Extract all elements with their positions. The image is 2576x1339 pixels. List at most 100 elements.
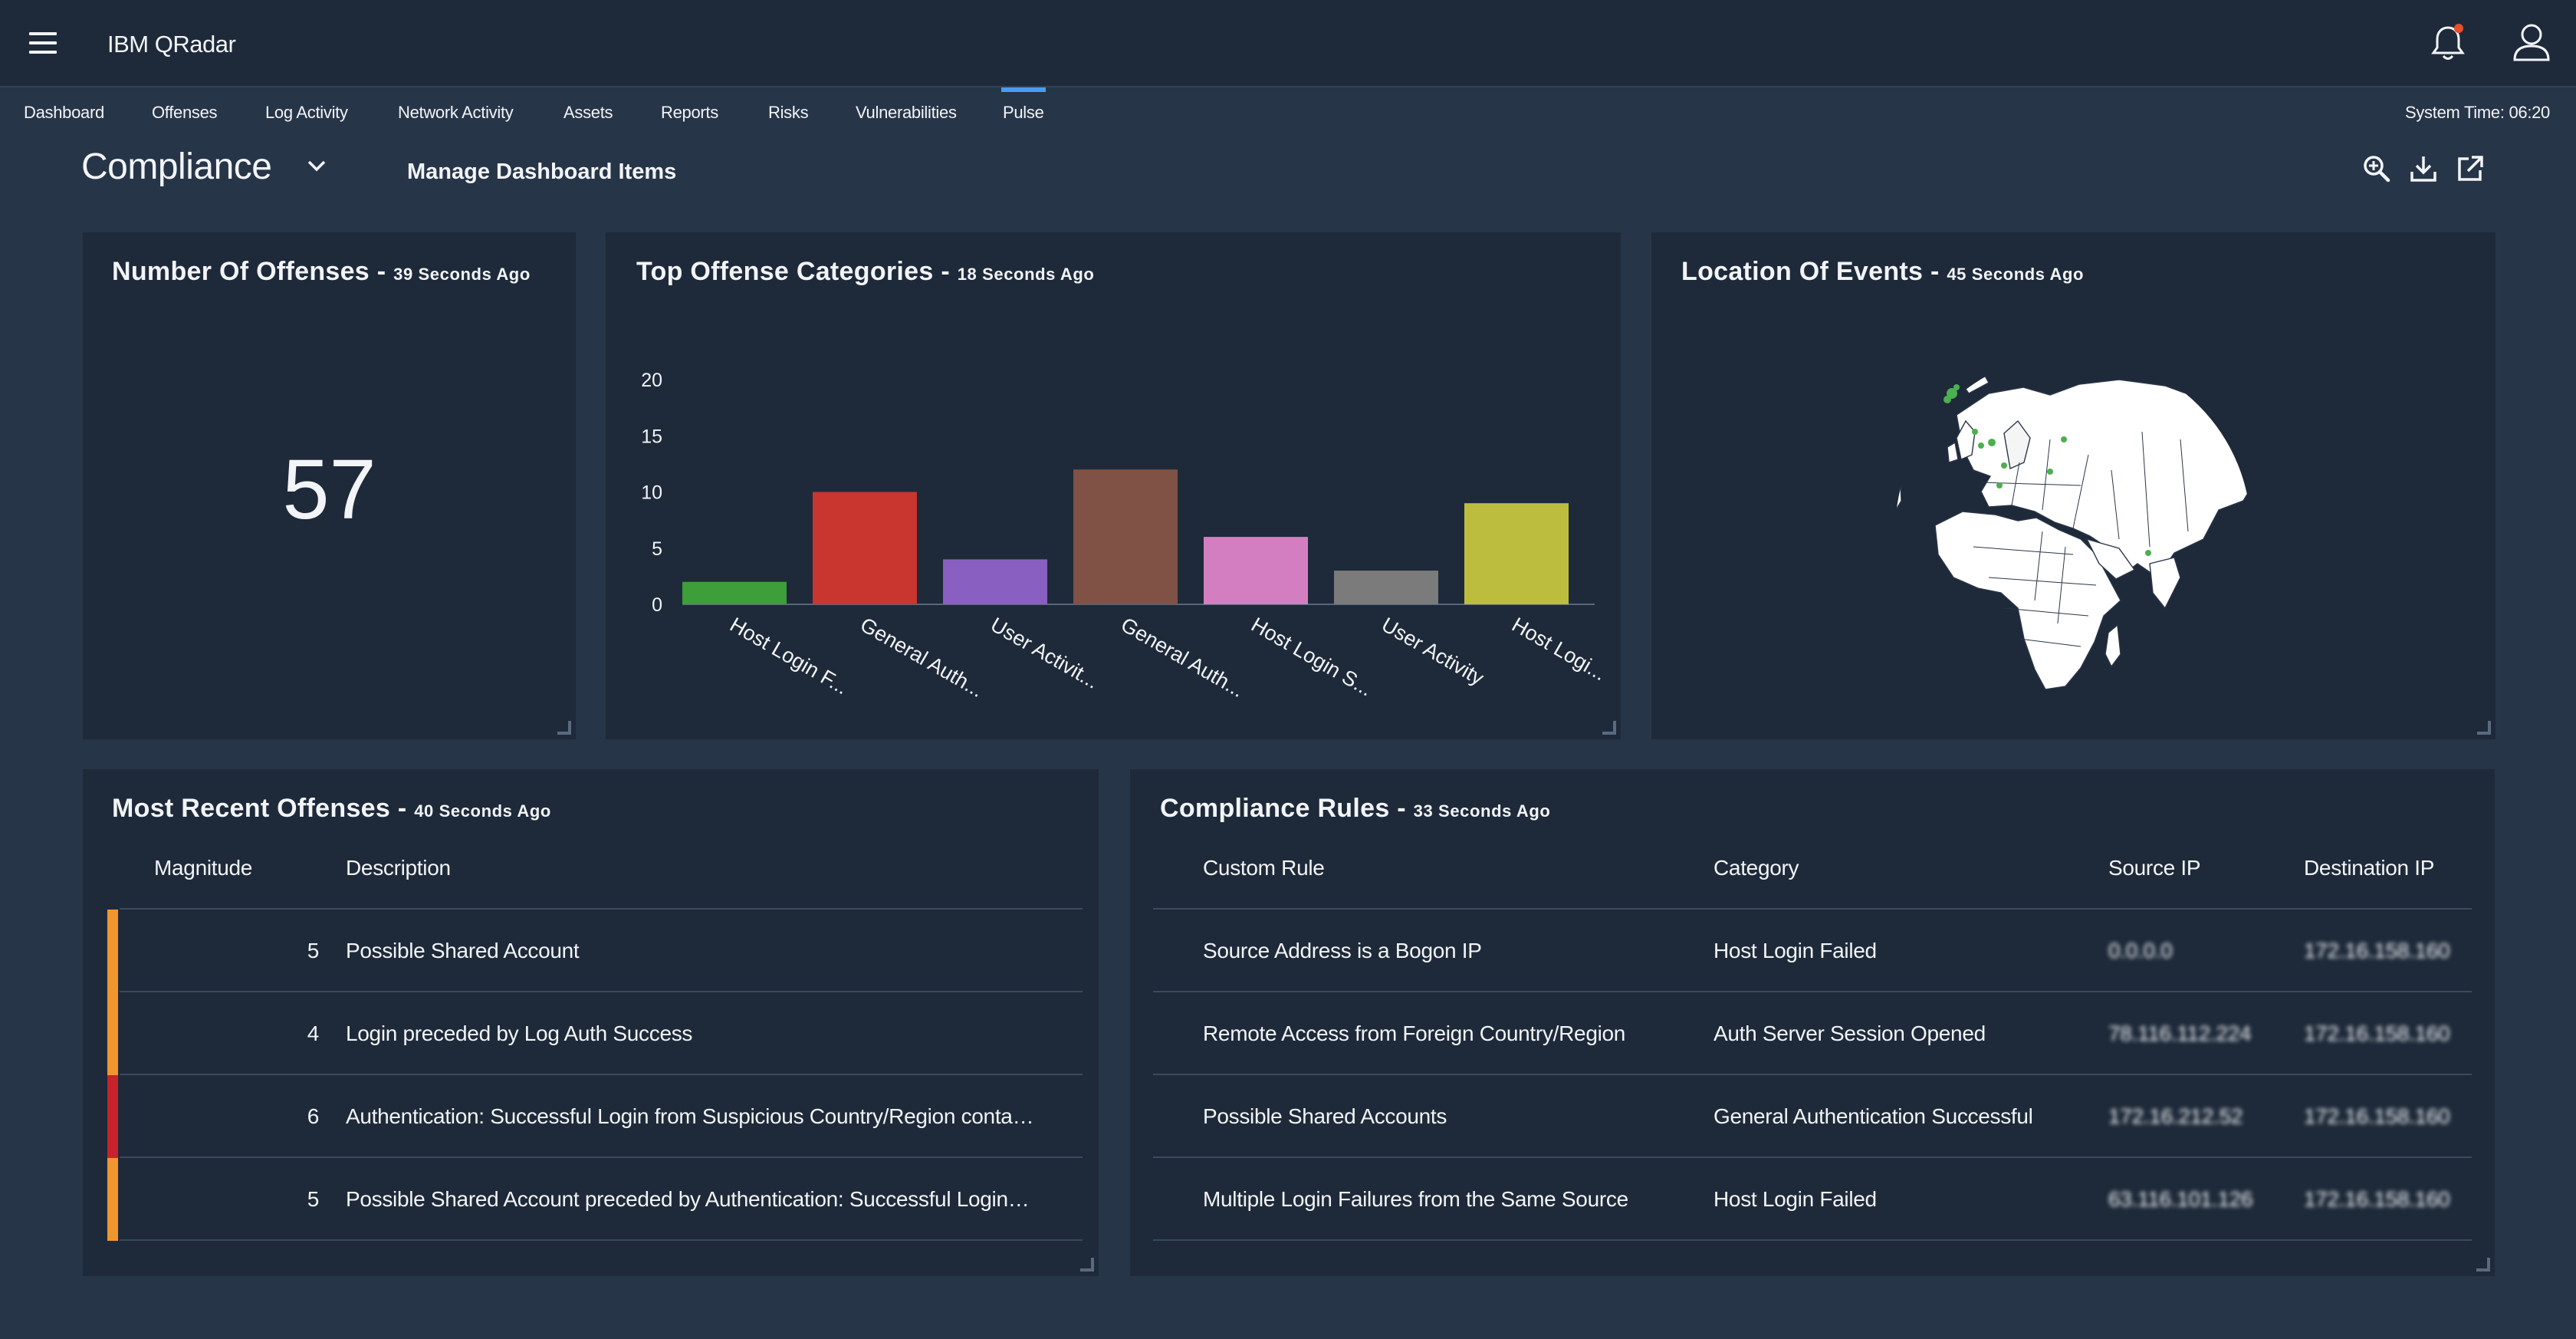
tab-log-activity[interactable]: Log Activity bbox=[265, 103, 348, 122]
launch-icon[interactable] bbox=[2455, 153, 2486, 184]
bar[interactable] bbox=[1464, 503, 1569, 604]
top-categories-panel: Top Offense Categories - 18 Seconds Ago … bbox=[606, 232, 1621, 739]
top-header: IBM QRadar bbox=[0, 0, 2576, 87]
description-cell: Login preceded by Log Auth Success bbox=[346, 1022, 693, 1045]
source-ip-cell: 63.116.101.126 bbox=[2108, 1187, 2253, 1211]
download-icon[interactable] bbox=[2408, 153, 2439, 184]
table-row[interactable]: Multiple Login Failures from the Same So… bbox=[1153, 1156, 2472, 1239]
column-header-description[interactable]: Description bbox=[346, 856, 451, 880]
panel-title: Number Of Offenses - bbox=[112, 257, 394, 286]
source-ip-cell: 78.116.112.224 bbox=[2108, 1022, 2252, 1045]
description-cell: Authentication: Successful Login from Su… bbox=[346, 1104, 1034, 1128]
tab-offenses[interactable]: Offenses bbox=[152, 103, 218, 122]
bar[interactable] bbox=[1073, 469, 1178, 604]
table-row[interactable]: 6 Authentication: Successful Login from S… bbox=[107, 1074, 1083, 1158]
bar[interactable] bbox=[813, 492, 917, 605]
panel-timestamp: 45 Seconds Ago bbox=[1947, 265, 2085, 284]
magnitude-cell: 5 bbox=[307, 1187, 319, 1211]
y-tick-label: 5 bbox=[652, 538, 662, 560]
panel-title: Compliance Rules - bbox=[1160, 794, 1414, 823]
x-tick-label: Host Login S... bbox=[1247, 613, 1376, 701]
dashboard-selector[interactable]: Compliance bbox=[81, 146, 272, 187]
panel-title: Most Recent Offenses - bbox=[112, 794, 415, 823]
destination-ip-cell: 172.16.158.160 bbox=[2304, 1104, 2450, 1128]
panel-title: Top Offense Categories - bbox=[636, 257, 958, 286]
table-row[interactable]: Remote Access from Foreign Country/Regio… bbox=[1153, 991, 2472, 1074]
severity-bar bbox=[107, 1158, 118, 1241]
column-header-destination-ip[interactable]: Destination IP bbox=[2304, 856, 2435, 880]
destination-ip-cell: 172.16.158.160 bbox=[2304, 1187, 2450, 1211]
magnitude-cell: 6 bbox=[307, 1104, 319, 1128]
notification-bell-icon[interactable] bbox=[2429, 23, 2467, 63]
table-row[interactable]: 4 Login preceded by Log Auth Success bbox=[107, 991, 1083, 1075]
panel-title: Location Of Events - bbox=[1681, 257, 1947, 286]
tab-dashboard[interactable]: Dashboard bbox=[24, 103, 104, 122]
y-tick-label: 0 bbox=[652, 594, 662, 616]
resize-handle-icon[interactable] bbox=[556, 719, 571, 735]
tab-assets[interactable]: Assets bbox=[564, 103, 613, 122]
resize-handle-icon[interactable] bbox=[1079, 1256, 1094, 1272]
column-header-category[interactable]: Category bbox=[1714, 856, 1799, 880]
resize-handle-icon[interactable] bbox=[1601, 719, 1616, 735]
source-ip-cell: 172.16.212.52 bbox=[2108, 1104, 2243, 1128]
category-cell: Auth Server Session Opened bbox=[1714, 1022, 1986, 1045]
user-profile-icon[interactable] bbox=[2512, 21, 2551, 63]
tab-network-activity[interactable]: Network Activity bbox=[398, 103, 514, 122]
column-header-source-ip[interactable]: Source IP bbox=[2108, 856, 2201, 880]
system-time: System Time: 06:20 bbox=[2404, 103, 2550, 122]
x-tick-label: General Auth... bbox=[856, 613, 987, 702]
category-cell: Host Login Failed bbox=[1714, 939, 1877, 962]
menu-icon[interactable] bbox=[29, 32, 57, 55]
table-divider bbox=[120, 1239, 1083, 1241]
zoom-in-icon[interactable] bbox=[2361, 153, 2392, 184]
custom-rule-cell: Remote Access from Foreign Country/Regio… bbox=[1203, 1022, 1626, 1045]
table-row[interactable]: Source Address is a Bogon IP Host Login F… bbox=[1153, 908, 2472, 991]
table-row[interactable]: Possible Shared Accounts General Authenti… bbox=[1153, 1074, 2472, 1156]
panel-timestamp: 40 Seconds Ago bbox=[414, 801, 551, 821]
location-panel: Location Of Events - 45 Seconds Ago bbox=[1651, 232, 2496, 739]
custom-rule-cell: Possible Shared Accounts bbox=[1203, 1104, 1447, 1128]
world-globe-map[interactable] bbox=[1889, 347, 2257, 716]
column-header-custom-rule[interactable]: Custom Rule bbox=[1203, 856, 1325, 880]
bar[interactable] bbox=[1204, 537, 1308, 604]
panel-timestamp: 33 Seconds Ago bbox=[1413, 801, 1551, 821]
chevron-down-icon[interactable] bbox=[305, 156, 328, 175]
y-tick-label: 10 bbox=[641, 482, 662, 504]
magnitude-cell: 4 bbox=[307, 1022, 319, 1045]
bar[interactable] bbox=[682, 581, 787, 604]
panel-timestamp: 39 Seconds Ago bbox=[393, 265, 531, 284]
bar[interactable] bbox=[1334, 571, 1438, 604]
x-tick-label: General Auth... bbox=[1117, 613, 1248, 702]
source-ip-cell: 0.0.0.0 bbox=[2108, 939, 2173, 962]
panel-timestamp: 18 Seconds Ago bbox=[957, 265, 1095, 284]
table-row[interactable]: 5 Possible Shared Account bbox=[107, 908, 1083, 992]
category-cell: General Authentication Successful bbox=[1714, 1104, 2033, 1128]
x-tick-label: Host Login F... bbox=[726, 613, 852, 699]
tab-reports[interactable]: Reports bbox=[661, 103, 718, 122]
category-cell: Host Login Failed bbox=[1714, 1187, 1877, 1211]
y-tick-label: 15 bbox=[641, 426, 662, 447]
resize-handle-icon[interactable] bbox=[2475, 1256, 2490, 1272]
severity-bar bbox=[107, 1075, 118, 1158]
severity-bar bbox=[107, 992, 118, 1075]
y-tick-label: 20 bbox=[641, 370, 662, 391]
resize-handle-icon[interactable] bbox=[2476, 719, 2491, 735]
description-cell: Possible Shared Account bbox=[346, 939, 580, 962]
tab-pulse[interactable]: Pulse bbox=[1001, 87, 1046, 122]
description-cell: Possible Shared Account preceded by Auth… bbox=[346, 1187, 1030, 1211]
x-tick-label: User Activit... bbox=[987, 613, 1102, 693]
table-row[interactable]: 5 Possible Shared Account preceded by Aut… bbox=[107, 1156, 1083, 1241]
x-tick-label: User Activity bbox=[1378, 613, 1488, 689]
tab-risks[interactable]: Risks bbox=[768, 103, 809, 122]
column-header-magnitude[interactable]: Magnitude bbox=[154, 856, 253, 880]
tab-vulnerabilities[interactable]: Vulnerabilities bbox=[856, 103, 957, 122]
magnitude-cell: 5 bbox=[307, 939, 319, 962]
bar[interactable] bbox=[943, 559, 1047, 604]
compliance-rules-panel: Compliance Rules - 33 Seconds Ago Custom… bbox=[1130, 769, 2495, 1276]
offense-count-panel: Number Of Offenses - 39 Seconds Ago 57 bbox=[83, 232, 576, 739]
destination-ip-cell: 172.16.158.160 bbox=[2304, 1022, 2450, 1045]
app-title: IBM QRadar bbox=[107, 31, 236, 58]
manage-dashboard-items-button[interactable]: Manage Dashboard Items bbox=[407, 160, 677, 184]
main-nav: Dashboard Offenses Log Activity Network … bbox=[0, 87, 2576, 141]
